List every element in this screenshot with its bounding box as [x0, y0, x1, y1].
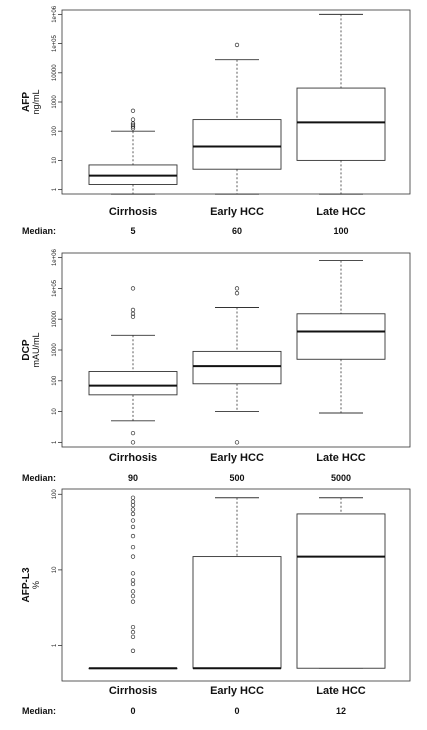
y-tick-label: 10: [52, 408, 58, 415]
y-axis-label: DCP: [21, 339, 32, 360]
outlier-point: [130, 108, 136, 113]
box-late-hcc: [296, 13, 386, 195]
category-label: Late HCC: [316, 685, 366, 697]
category-label: Cirrhosis: [109, 452, 157, 464]
outlier-point: [130, 286, 136, 291]
median-value: 0: [234, 706, 239, 716]
box-late-hcc: [296, 260, 386, 414]
y-tick-label: 1: [52, 643, 58, 647]
chart-panel-2: 1 10 100 1000 10000 1e+05 1e+06 DCP mAU/mL Cirrho…: [21, 249, 411, 483]
y-tick-label: 1: [52, 187, 58, 191]
category-label: Late HCC: [316, 206, 366, 218]
median-row-label: Median:: [22, 473, 56, 483]
category-label: Early HCC: [210, 452, 264, 464]
outlier-point: [130, 554, 136, 559]
outlier-point: [130, 593, 136, 599]
median-row-label: Median:: [22, 706, 56, 716]
outlier-point: [130, 307, 136, 313]
outlier-point: [130, 599, 136, 604]
outlier-point: [234, 440, 240, 445]
outlier-point: [130, 648, 136, 653]
outlier-point: [130, 122, 136, 128]
box-early-hcc: [192, 497, 282, 670]
median-value: 500: [229, 473, 244, 483]
box-body: [296, 513, 386, 669]
y-tick-label: 1e+05: [52, 35, 58, 53]
outlier-point: [234, 286, 240, 291]
box-early-hcc: [192, 42, 282, 195]
y-axis-label: AFP-L3: [21, 567, 32, 602]
box-body: [192, 119, 282, 170]
box-body: [192, 556, 282, 669]
y-tick-label: 1e+05: [52, 279, 58, 297]
y-tick-label: 10000: [52, 310, 58, 327]
median-value: 0: [130, 706, 135, 716]
outlier-point: [130, 630, 136, 635]
category-label: Early HCC: [210, 206, 264, 218]
outlier-point: [130, 499, 136, 504]
box-body: [296, 313, 386, 360]
chart-panel-1: 1 10 100 1000 10000 1e+05 1e+06 AFP ng/mL Cirrhos…: [21, 5, 411, 236]
outlier-point: [130, 440, 136, 445]
category-label: Early HCC: [210, 685, 264, 697]
median-value: 100: [333, 226, 348, 236]
y-axis-unit: ng/mL: [31, 89, 41, 114]
median-row-label: Median:: [22, 226, 56, 236]
category-label: Cirrhosis: [109, 685, 157, 697]
outlier-point: [130, 524, 136, 530]
outlier-point: [130, 518, 136, 523]
y-tick-label: 10: [52, 566, 58, 573]
category-label: Late HCC: [316, 452, 366, 464]
box-cirrhosis: [88, 108, 178, 195]
outlier-point: [130, 511, 136, 517]
y-tick-label: 1e+06: [52, 249, 58, 267]
outlier-point: [130, 578, 136, 583]
outlier-point: [130, 634, 136, 640]
y-tick-label: 10: [52, 156, 58, 163]
y-tick-label: 10000: [52, 64, 58, 81]
outlier-point: [130, 571, 136, 576]
outlier-point: [130, 624, 136, 630]
median-value: 60: [232, 226, 242, 236]
y-axis-unit: mAU/mL: [31, 332, 41, 367]
box-early-hcc: [192, 286, 282, 445]
box-cirrhosis: [88, 495, 178, 670]
outlier-point: [130, 117, 136, 122]
category-label: Cirrhosis: [109, 206, 157, 218]
outlier-point: [130, 495, 136, 500]
y-tick-label: 1e+06: [52, 5, 58, 23]
y-axis-label: AFP: [21, 92, 32, 112]
box-cirrhosis: [88, 286, 178, 445]
outlier-point: [130, 533, 136, 539]
y-tick-label: 100: [52, 489, 58, 500]
y-tick-label: 1: [52, 440, 58, 444]
outlier-point: [234, 291, 240, 296]
plot-frame: [61, 488, 411, 682]
outlier-point: [130, 589, 136, 594]
outlier-point: [130, 124, 136, 129]
outlier-point: [130, 314, 136, 319]
outlier-point: [130, 430, 136, 436]
median-value: 5: [130, 226, 135, 236]
outlier-point: [130, 507, 136, 512]
y-tick-label: 100: [52, 375, 58, 386]
box-body: [88, 371, 178, 396]
y-tick-label: 1000: [52, 343, 58, 357]
box-late-hcc: [296, 497, 386, 669]
box-body: [192, 350, 282, 385]
y-axis-unit: %: [31, 581, 41, 589]
outlier-point: [234, 42, 240, 48]
median-value: 90: [128, 473, 138, 483]
median-value: 12: [336, 706, 346, 716]
outlier-point: [130, 502, 136, 508]
median-value: 5000: [331, 473, 351, 483]
y-tick-label: 1000: [52, 95, 58, 109]
box-body: [296, 87, 386, 161]
chart-panel-3: 1 10 100 AFP-L3 % Cirrhosis Early HCC Late HCC M…: [21, 488, 411, 716]
y-tick-label: 100: [52, 126, 58, 137]
outlier-point: [130, 544, 136, 550]
outlier-point: [130, 581, 136, 587]
